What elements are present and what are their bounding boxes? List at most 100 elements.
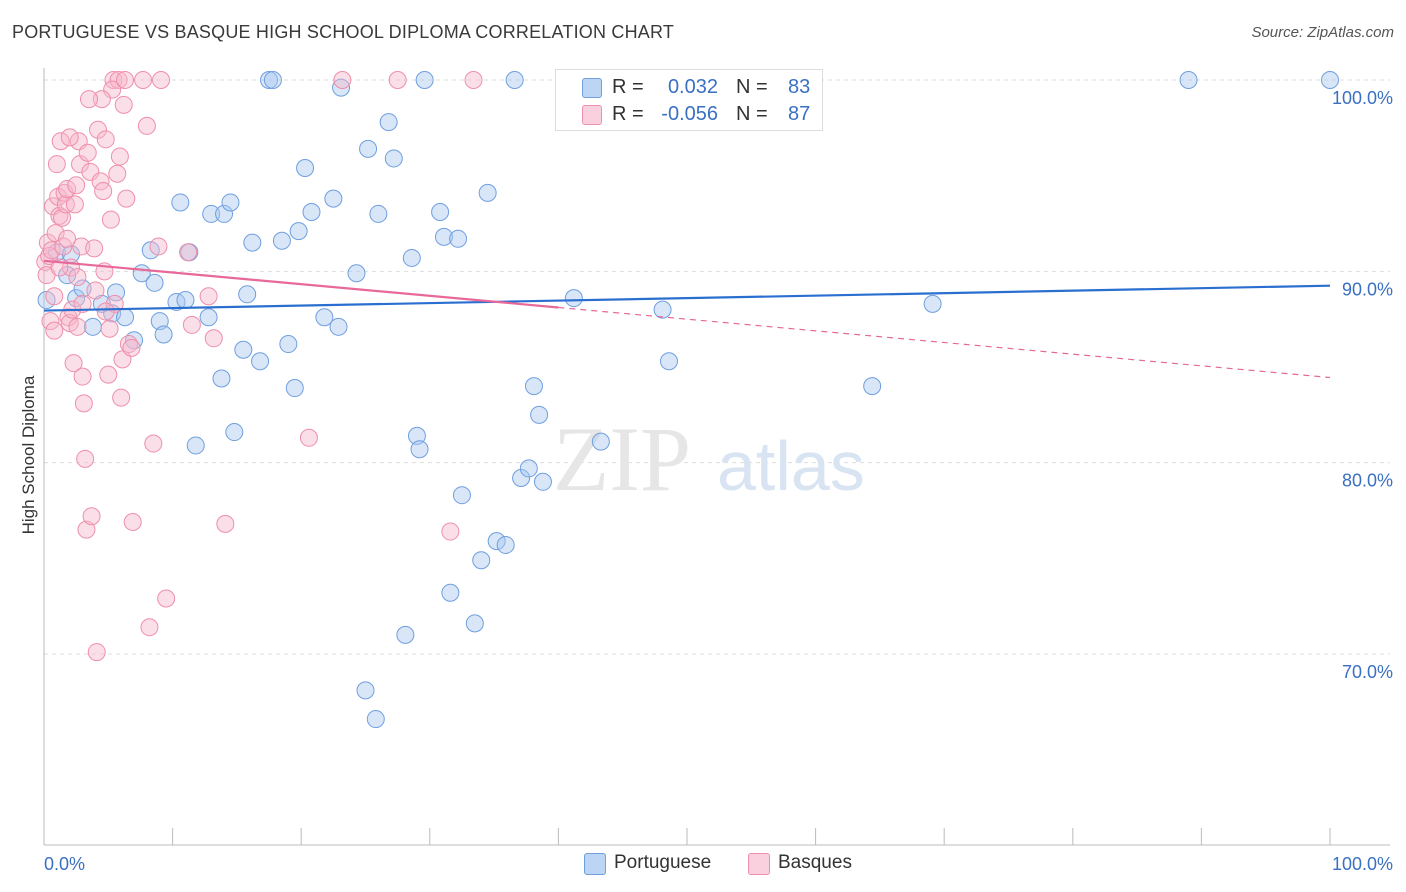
- basques-point: [58, 180, 77, 199]
- basques-trend-line-dashed: [558, 306, 1331, 379]
- basques-point: [117, 189, 136, 208]
- basques-point: [100, 319, 119, 338]
- portuguese-point: [107, 283, 126, 302]
- portuguese-point: [296, 159, 315, 178]
- portuguese-point: [369, 204, 388, 223]
- basques-point: [96, 130, 115, 149]
- portuguese-point: [279, 335, 298, 354]
- basques-point: [68, 317, 87, 336]
- portuguese-point: [260, 71, 279, 89]
- portuguese-point: [302, 203, 321, 222]
- basques-point: [108, 164, 127, 183]
- portuguese-point: [186, 436, 205, 455]
- basques-point: [85, 239, 104, 258]
- basques-point: [53, 208, 72, 227]
- portuguese-point: [150, 312, 169, 331]
- portuguese-point: [449, 229, 468, 248]
- basques-point: [204, 329, 223, 348]
- portuguese-point: [199, 308, 218, 327]
- portuguese-point: [1179, 71, 1198, 89]
- basques-point: [58, 229, 77, 248]
- basques-point: [51, 132, 70, 151]
- portuguese-point: [863, 377, 882, 396]
- portuguese-point: [653, 300, 672, 319]
- basques-point: [94, 181, 113, 200]
- basques-point: [101, 210, 120, 229]
- basques-point: [65, 195, 84, 214]
- basques-point: [47, 155, 66, 174]
- portuguese-point: [263, 71, 282, 89]
- n-value: 83: [788, 76, 811, 98]
- r-value: 0.032: [667, 76, 718, 98]
- basques-point: [73, 294, 92, 313]
- legend-label: Basques: [778, 852, 852, 873]
- portuguese-point: [379, 113, 398, 132]
- basques-point: [116, 71, 135, 89]
- portuguese-point: [238, 285, 257, 304]
- portuguese-point: [347, 264, 366, 283]
- portuguese-point: [407, 426, 426, 445]
- portuguese-point: [441, 583, 460, 602]
- basques-point: [77, 520, 96, 539]
- portuguese-point: [415, 71, 434, 89]
- portuguese-point: [431, 203, 450, 222]
- portuguese-point: [145, 273, 164, 292]
- portuguese-point: [591, 432, 610, 451]
- portuguese-legend-icon: [584, 853, 606, 875]
- basques-point: [45, 321, 64, 340]
- basques-point: [137, 116, 156, 135]
- basques-point: [216, 514, 235, 533]
- basques-point: [109, 71, 128, 89]
- portuguese-point: [176, 291, 195, 310]
- portuguese-point: [452, 486, 471, 505]
- portuguese-point: [332, 78, 351, 97]
- portuguese-point: [289, 222, 308, 241]
- basques-point: [46, 224, 65, 243]
- basques-point: [149, 237, 168, 256]
- basques-point: [80, 90, 99, 109]
- correlation-legend: R = 0.032 N = 83 R = -0.056 N = 87: [555, 69, 823, 131]
- basques-point: [41, 312, 60, 331]
- basques-point: [89, 120, 108, 139]
- portuguese-point: [171, 193, 190, 212]
- basques-point: [182, 315, 201, 334]
- basques-point: [67, 176, 86, 195]
- portuguese-point: [923, 294, 942, 313]
- basques-point: [56, 195, 75, 214]
- basques-point: [82, 507, 101, 526]
- portuguese-point: [512, 468, 531, 487]
- axes: [43, 68, 1390, 846]
- portuguese-point: [533, 472, 552, 491]
- portuguese-trend-line: [43, 284, 1331, 312]
- basques-point: [144, 434, 163, 453]
- basques-point: [68, 268, 87, 287]
- legend-label: Portuguese: [614, 852, 712, 873]
- portuguese-point: [472, 551, 491, 570]
- basques-swatch-icon: [582, 105, 602, 125]
- chart-title: PORTUGUESE VS BASQUE HIGH SCHOOL DIPLOMA…: [12, 22, 675, 42]
- r-label: R =: [612, 103, 644, 125]
- basques-point: [50, 206, 69, 225]
- portuguese-point: [396, 625, 415, 644]
- portuguese-point: [225, 423, 244, 442]
- portuguese-point: [359, 139, 378, 158]
- basques-trend-line: [43, 259, 559, 309]
- portuguese-point: [212, 369, 231, 388]
- portuguese-point: [167, 292, 186, 311]
- portuguese-point: [366, 710, 385, 729]
- portuguese-point: [83, 317, 102, 336]
- basques-point: [74, 394, 93, 413]
- basques-point: [333, 71, 352, 89]
- y-tick-label: 100.0%: [1332, 88, 1393, 108]
- watermark-atlas: atlas: [717, 427, 865, 505]
- basques-point: [42, 241, 61, 260]
- basques-point: [99, 365, 118, 384]
- basques-point: [45, 287, 64, 306]
- basques-point: [73, 367, 92, 386]
- portuguese-point: [530, 405, 549, 424]
- portuguese-point: [434, 227, 453, 246]
- basques-point: [110, 147, 129, 166]
- basques-point: [96, 302, 115, 321]
- portuguese-point: [524, 377, 543, 396]
